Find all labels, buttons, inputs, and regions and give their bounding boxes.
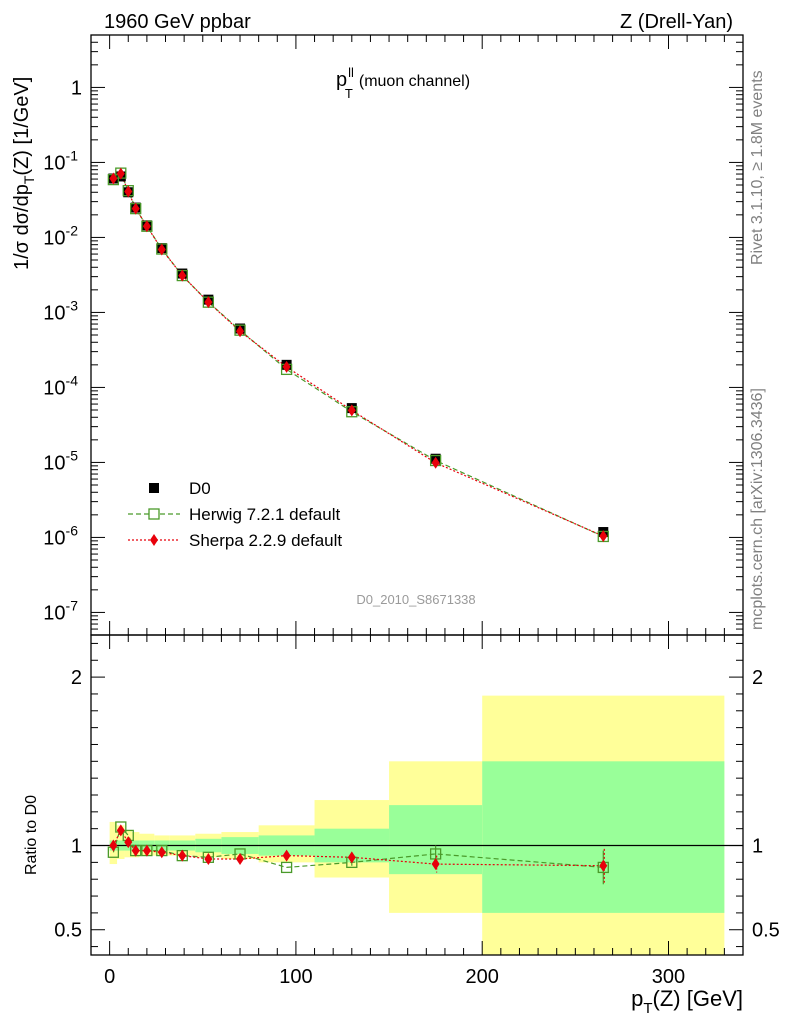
y-tick-label-exp: -1 [66,147,79,163]
sherpa-ratio-point-0 [109,839,118,852]
main-y-axis-label: 1/σ dσ/dpT(Z) [1/GeV] [11,77,37,270]
x-tick-label-100: 100 [279,966,312,988]
sherpa-ratio-point-11 [431,858,440,871]
x-tick-label-300: 300 [652,966,685,988]
legend-sherpa-marker [150,534,158,546]
header-right: Z (Drell-Yan) [620,11,733,33]
sherpa-ratio-point-2 [124,836,133,849]
ylabel-a: 1/σ dσ/dp [11,184,33,270]
xlabel-a: p [631,986,643,1011]
legend-herwig-marker [148,508,160,520]
sherpa-ratio-point-9 [282,849,291,862]
sherpa-ratio-point-1 [116,824,125,837]
sherpa-ratio-point-4 [142,844,151,857]
legend-label-2: Sherpa 2.2.9 default [189,531,342,550]
xlabel-sub: T [643,1000,652,1017]
x-tick-label-0: 0 [104,966,115,988]
title-sub: T [345,86,353,101]
sherpa-ratio-point-8 [236,853,245,865]
y-tick-label-10^-6: 10-6 [43,522,78,549]
y-tick-label-exp: -3 [66,297,79,313]
sherpa-point-0 [109,172,118,185]
ratio-y-tick-label-right-0.5: 0.5 [752,920,780,942]
y-tick-label-10^-5: 10-5 [43,447,78,474]
y-tick-label-exp: -7 [66,597,79,613]
y-tick-label-10^-1: 10-1 [43,147,78,174]
sherpa-point-2 [124,185,133,198]
sherpa-point-9 [282,360,291,373]
main-plot-title: pll T (muon channel) [336,65,470,101]
sherpa-ratio-point-12 [599,859,608,872]
ylabel-sub: T [21,175,37,184]
y-tick-label-exp: -5 [66,447,79,463]
band-inner-12 [482,761,725,913]
analysis-id: D0_2010_S8671338 [356,592,475,607]
title-sup: ll [348,65,354,80]
herwig-main-line [113,172,604,538]
xlabel-b: (Z) [GeV] [653,986,743,1011]
legend-d0-marker [149,483,159,493]
sherpa-point-11 [431,456,440,469]
header-left: 1960 GeV ppbar [104,11,251,33]
sherpa-point-6 [178,269,187,282]
ratio-y-tick-label-left-0.5: 0.5 [54,920,82,942]
ylabel-b: (Z) [1/GeV] [11,77,33,176]
sherpa-point-7 [204,296,213,309]
sherpa-ratio-point-3 [131,844,140,857]
legend: D0 Herwig 7.2.1 default Sherpa 2.2.9 defau… [128,479,342,550]
sherpa-ratio-point-7 [204,853,213,865]
y-tick-label-exp: -4 [66,372,79,388]
sherpa-ratio-point-6 [178,849,187,862]
rivet-label: Rivet 3.1.10, ≥ 1.8M events [749,70,766,265]
sherpa-point-8 [236,325,245,338]
title-p: p [336,69,347,91]
ratio-y-tick-label-right-2: 2 [752,667,763,689]
main-frame [90,34,744,636]
x-axis-label: pT(Z) [GeV] [631,986,743,1017]
y-tick-label-10^-7: 10-7 [43,597,78,624]
y-tick-label-exp: -6 [66,522,79,538]
ratio-y-tick-label-left-1: 1 [71,836,82,858]
y-tick-label-exp: -2 [66,222,79,238]
sherpa-ratio-point-10 [347,851,356,864]
ratio-y-tick-label-left-2: 2 [71,667,82,689]
sherpa-point-1 [116,167,125,180]
ratio-panel: 0 100 200 300 0.5 0.5 1 1 2 2 [54,634,780,988]
herwig-ratio-point-9 [280,861,293,874]
sherpa-point-5 [157,243,166,256]
sherpa-point-3 [131,202,140,215]
sherpa-point-10 [347,404,356,417]
ratio-y-axis-label: Ratio to D0 [23,795,40,875]
sherpa-point-4 [142,220,151,233]
mcplots-label: mcplots.cern.ch [arXiv:1306.3436] [749,388,766,630]
y-tick-label-10^-4: 10-4 [43,372,78,399]
y-tick-label-10^-2: 10-2 [43,222,78,249]
legend-label-1: Herwig 7.2.1 default [189,505,340,524]
title-suffix: (muon channel) [359,73,470,90]
y-tick-label-10^-3: 10-3 [43,297,78,324]
legend-label-0: D0 [189,479,211,498]
sherpa-main-line [113,172,604,537]
sherpa-point-12 [599,530,608,543]
sherpa-ratio-point-5 [157,846,166,859]
ratio-y-tick-label-right-1: 1 [752,836,763,858]
main-panel: 10-7 10-6 10-5 10-4 10-3 10-2 10-1 1 [43,34,744,636]
x-tick-label-200: 200 [466,966,499,988]
y-tick-label-1: 1 [71,77,82,99]
